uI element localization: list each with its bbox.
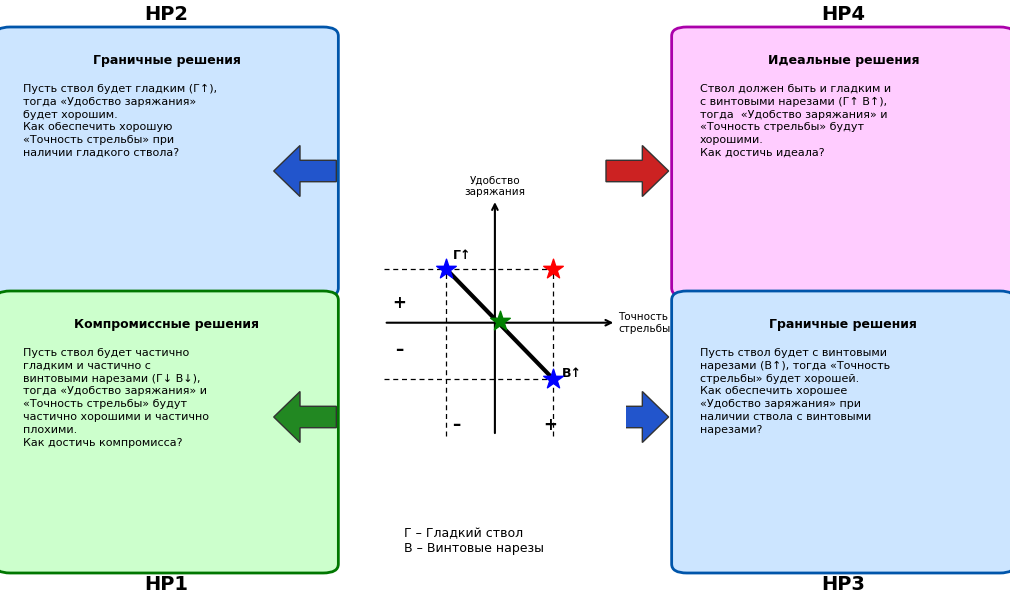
FancyBboxPatch shape [0,291,338,573]
Text: Точность
стрельбы: Точность стрельбы [618,312,671,334]
Text: Г – Гладкий ствол
В – Винтовые нарезы: Г – Гладкий ствол В – Винтовые нарезы [404,527,544,555]
Text: –: – [395,341,403,359]
Text: Идеальные решения: Идеальные решения [768,54,919,67]
Point [438,265,454,274]
Text: –: – [452,416,461,434]
Point [545,374,562,384]
Text: НР3: НР3 [821,575,866,595]
Text: Пусть ствол будет гладким (Г↑),
тогда «Удобство заряжания»
будет хорошим.
Как об: Пусть ствол будет гладким (Г↑), тогда «У… [23,84,217,158]
Text: В↑: В↑ [562,367,582,380]
Text: Удобство
заряжания: Удобство заряжания [465,176,525,197]
Polygon shape [274,146,336,196]
Text: Ствол должен быть и гладким и
с винтовыми нарезами (Г↑ В↑),
тогда  «Удобство зар: Ствол должен быть и гладким и с винтовым… [700,84,891,158]
FancyBboxPatch shape [672,27,1010,297]
Text: НР2: НР2 [144,5,189,25]
Polygon shape [606,146,669,196]
Point [545,265,562,274]
Polygon shape [274,391,336,443]
Text: НР4: НР4 [821,5,866,25]
Text: Компромиссные решения: Компромиссные решения [74,318,260,331]
FancyBboxPatch shape [0,27,338,297]
Text: +: + [392,295,406,313]
Text: НР1: НР1 [144,575,189,595]
Text: +: + [543,416,558,434]
Text: Г↑: Г↑ [452,249,471,262]
Polygon shape [606,391,669,443]
Text: Пусть ствол будет с винтовыми
нарезами (В↑), тогда «Точность
стрельбы» будет хор: Пусть ствол будет с винтовыми нарезами (… [700,348,890,435]
Text: Граничные решения: Граничные решения [770,318,917,331]
Point [492,316,508,325]
FancyBboxPatch shape [672,291,1010,573]
Text: Граничные решения: Граничные решения [93,54,240,67]
Text: Пусть ствол будет частично
гладким и частично с
винтовыми нарезами (Г↓ В↓),
тогд: Пусть ствол будет частично гладким и час… [23,348,209,448]
